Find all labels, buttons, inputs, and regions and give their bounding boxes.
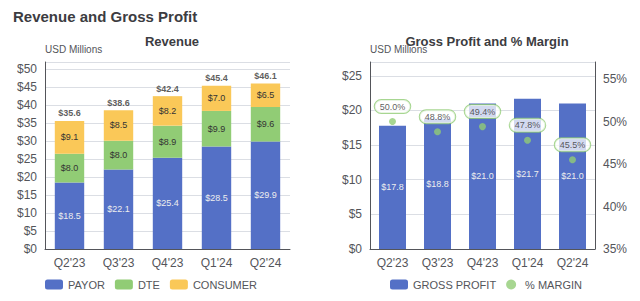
svg-text:Q2'23: Q2'23 (377, 256, 409, 270)
svg-text:$9.6: $9.6 (257, 119, 275, 129)
svg-text:USD Millions: USD Millions (370, 43, 428, 55)
svg-text:Revenue and Gross Profit: Revenue and Gross Profit (13, 8, 197, 25)
svg-text:$25.4: $25.4 (156, 198, 179, 208)
svg-text:35%: 35% (603, 242, 627, 256)
svg-text:$28.5: $28.5 (205, 193, 228, 203)
svg-text:$35: $35 (17, 116, 37, 130)
svg-text:GROSS PROFIT: GROSS PROFIT (413, 279, 496, 291)
svg-text:$21.0: $21.0 (561, 171, 584, 181)
svg-text:Q3'23: Q3'23 (422, 256, 454, 270)
svg-text:Q2'23: Q2'23 (54, 256, 86, 270)
svg-text:$45.4: $45.4 (205, 73, 228, 83)
svg-text:$8.2: $8.2 (159, 106, 177, 116)
svg-text:$25: $25 (17, 152, 37, 166)
svg-text:Q2'24: Q2'24 (557, 256, 589, 270)
svg-text:$0: $0 (24, 242, 38, 256)
svg-text:$40: $40 (17, 98, 37, 112)
svg-text:48.8%: 48.8% (425, 112, 451, 122)
svg-text:$50: $50 (17, 62, 37, 76)
svg-text:$17.8: $17.8 (381, 182, 404, 192)
svg-text:45.5%: 45.5% (560, 140, 586, 150)
svg-text:$5: $5 (24, 224, 38, 238)
svg-text:DTE: DTE (138, 279, 160, 291)
svg-text:$9.1: $9.1 (61, 132, 79, 142)
svg-text:$10: $10 (342, 173, 362, 187)
svg-text:$7.0: $7.0 (208, 93, 226, 103)
svg-text:50.0%: 50.0% (380, 102, 406, 112)
svg-text:PAYOR: PAYOR (68, 279, 105, 291)
svg-text:$10: $10 (17, 206, 37, 220)
svg-text:$20: $20 (342, 103, 362, 117)
svg-text:$18.5: $18.5 (58, 211, 81, 221)
svg-text:47.8%: 47.8% (515, 120, 541, 130)
svg-text:$15: $15 (342, 138, 362, 152)
svg-text:$38.6: $38.6 (107, 98, 130, 108)
svg-text:$30: $30 (17, 134, 37, 148)
svg-text:$42.4: $42.4 (156, 84, 179, 94)
svg-text:CONSUMER: CONSUMER (193, 279, 257, 291)
svg-text:Gross Profit and % Margin: Gross Profit and % Margin (405, 34, 568, 49)
svg-text:$5: $5 (349, 207, 363, 221)
svg-text:$8.5: $8.5 (110, 120, 128, 130)
svg-text:Revenue: Revenue (145, 34, 199, 49)
svg-text:$9.9: $9.9 (208, 124, 226, 134)
svg-text:$35.6: $35.6 (58, 108, 81, 118)
svg-text:Q4'23: Q4'23 (152, 256, 184, 270)
svg-text:USD Millions: USD Millions (45, 44, 102, 55)
svg-text:Q3'23: Q3'23 (103, 256, 135, 270)
svg-text:$20: $20 (17, 170, 37, 184)
svg-text:Q1'24: Q1'24 (512, 256, 544, 270)
svg-text:$21.0: $21.0 (471, 171, 494, 181)
svg-text:% MARGIN: % MARGIN (525, 279, 582, 291)
svg-text:Q4'23: Q4'23 (467, 256, 499, 270)
svg-text:$25: $25 (342, 69, 362, 83)
svg-text:$8.0: $8.0 (110, 150, 128, 160)
svg-text:50%: 50% (603, 115, 627, 129)
svg-text:Q2'24: Q2'24 (250, 256, 282, 270)
svg-text:$6.5: $6.5 (257, 90, 275, 100)
svg-text:49.4%: 49.4% (470, 107, 496, 117)
svg-text:$46.1: $46.1 (254, 71, 277, 81)
svg-text:$8.9: $8.9 (159, 137, 177, 147)
svg-text:$8.0: $8.0 (61, 163, 79, 173)
svg-text:$18.8: $18.8 (426, 179, 449, 189)
svg-text:40%: 40% (603, 200, 627, 214)
svg-text:$0: $0 (349, 242, 363, 256)
svg-text:$22.1: $22.1 (107, 204, 130, 214)
svg-text:$29.9: $29.9 (254, 190, 277, 200)
svg-text:55%: 55% (603, 72, 627, 86)
svg-text:$45: $45 (17, 80, 37, 94)
svg-text:Q1'24: Q1'24 (201, 256, 233, 270)
svg-text:$21.7: $21.7 (516, 169, 539, 179)
svg-text:45%: 45% (603, 157, 627, 171)
svg-text:$15: $15 (17, 188, 37, 202)
